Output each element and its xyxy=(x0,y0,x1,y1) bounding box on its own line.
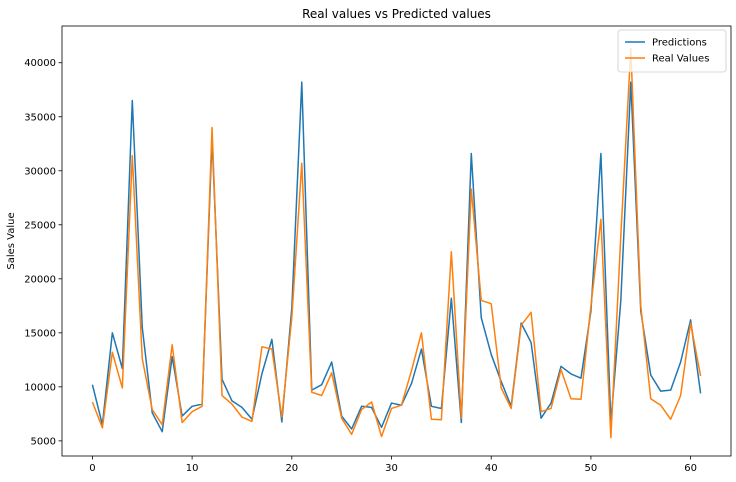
y-tick-label: 25000 xyxy=(24,220,56,231)
chart-title: Real values vs Predicted values xyxy=(302,7,491,21)
y-tick-label: 40000 xyxy=(24,58,56,69)
x-tick-label: 20 xyxy=(285,463,298,474)
y-tick-label: 20000 xyxy=(24,274,56,285)
legend-label-predictions: Predictions xyxy=(652,38,707,49)
y-tick-label: 35000 xyxy=(24,112,56,123)
x-tick-label: 30 xyxy=(385,463,398,474)
legend-label-real-values: Real Values xyxy=(652,54,709,65)
series-line-real-values xyxy=(91,47,702,439)
legend: Predictions Real Values xyxy=(617,29,727,73)
x-tick-label: 60 xyxy=(684,463,697,474)
y-tick-label: 15000 xyxy=(24,328,56,339)
y-axis-ticks: 5000 10000 15000 20000 25000 30000 35000 40000 xyxy=(24,58,62,447)
x-tick-label: 50 xyxy=(585,463,598,474)
series-layer xyxy=(91,47,702,439)
y-tick-label: 30000 xyxy=(24,166,56,177)
y-axis-label: Sales Value xyxy=(6,212,17,269)
x-tick-label: 40 xyxy=(485,463,498,474)
x-axis-ticks: 0 10 20 30 40 50 60 xyxy=(89,456,697,474)
x-tick-label: 0 xyxy=(89,463,95,474)
legend-box xyxy=(617,29,727,73)
y-tick-label: 10000 xyxy=(24,382,56,393)
series-line-predictions xyxy=(91,81,702,433)
y-tick-label: 5000 xyxy=(31,436,56,447)
x-tick-label: 10 xyxy=(186,463,199,474)
plot-frame xyxy=(61,25,732,457)
